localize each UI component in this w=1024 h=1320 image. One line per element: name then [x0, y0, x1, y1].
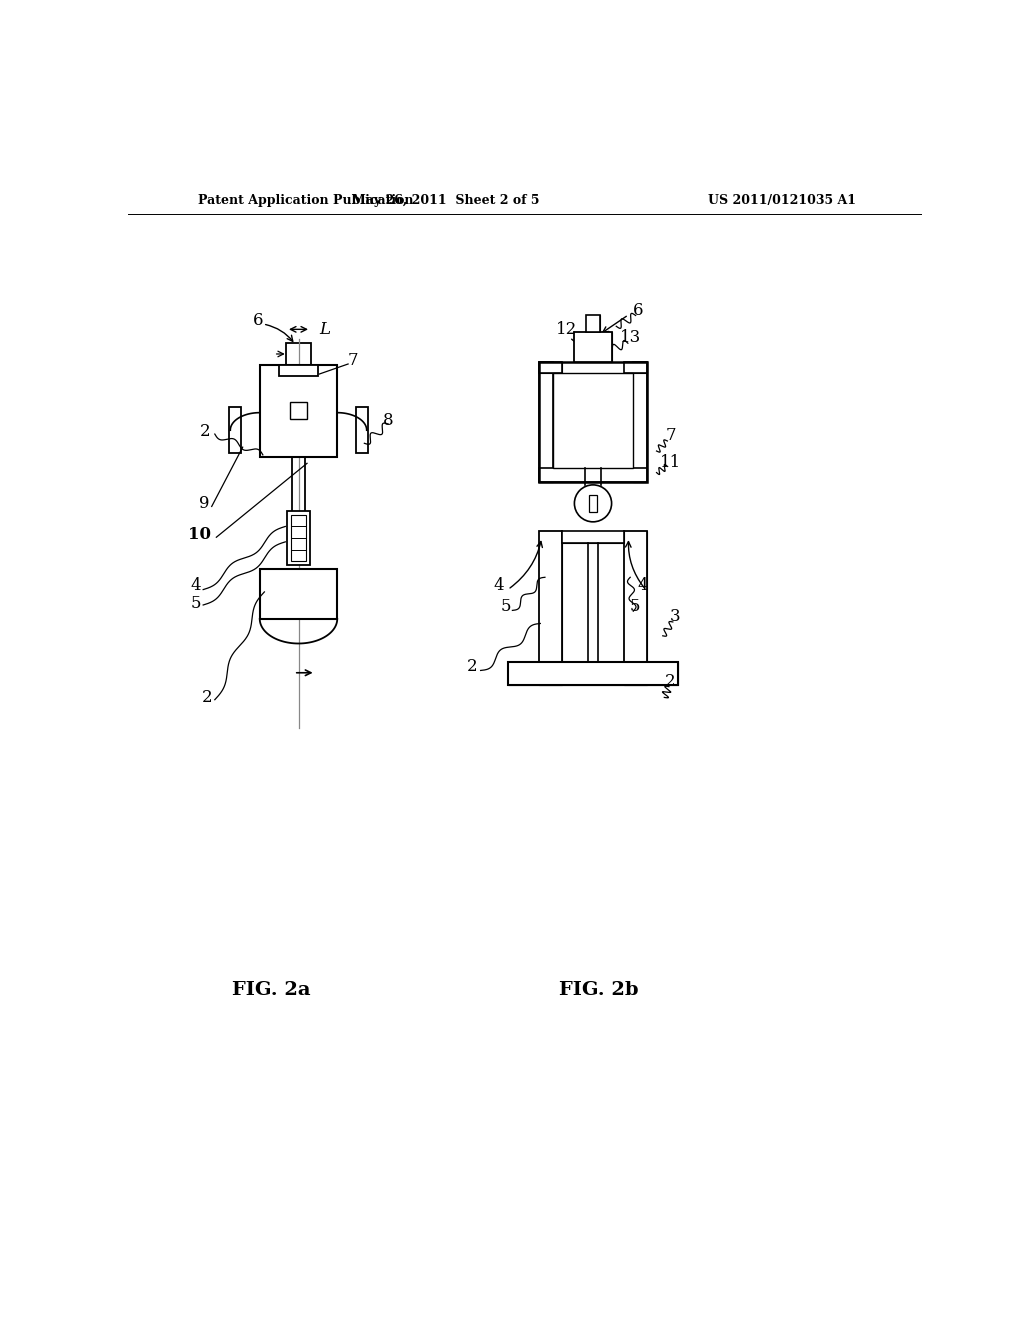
Bar: [624, 531, 647, 685]
Circle shape: [574, 484, 611, 521]
Bar: [539, 363, 562, 374]
Bar: [539, 531, 562, 685]
Text: 5: 5: [500, 598, 511, 615]
Bar: [228, 407, 241, 453]
Text: 13: 13: [620, 329, 641, 346]
Bar: [287, 511, 310, 565]
Text: 4: 4: [637, 577, 648, 594]
Bar: [286, 343, 311, 364]
Bar: [633, 363, 647, 482]
Bar: [539, 469, 647, 482]
Text: 5: 5: [190, 595, 202, 612]
Bar: [539, 469, 647, 482]
Text: 4: 4: [494, 577, 504, 594]
Text: FIG. 2b: FIG. 2b: [559, 981, 639, 999]
Bar: [586, 314, 600, 331]
Bar: [624, 531, 647, 685]
Bar: [553, 374, 633, 469]
Bar: [508, 663, 678, 685]
Text: 10: 10: [187, 525, 211, 543]
Text: 3: 3: [670, 609, 681, 626]
Bar: [589, 495, 597, 512]
Text: 2: 2: [200, 424, 211, 441]
Bar: [562, 531, 624, 544]
Bar: [356, 407, 369, 453]
Bar: [290, 403, 307, 420]
Text: 2: 2: [467, 659, 477, 675]
Bar: [539, 363, 647, 482]
Text: FIG. 2a: FIG. 2a: [232, 981, 310, 999]
Bar: [508, 663, 678, 685]
Text: 12: 12: [556, 321, 578, 338]
Text: 6: 6: [633, 302, 643, 319]
Text: 9: 9: [199, 495, 209, 512]
Text: 8: 8: [383, 412, 393, 429]
Text: 7: 7: [347, 352, 358, 370]
Bar: [633, 363, 647, 482]
Bar: [573, 331, 612, 363]
Bar: [539, 531, 562, 685]
Text: 11: 11: [659, 454, 681, 471]
Text: L: L: [319, 321, 331, 338]
Text: May 26, 2011  Sheet 2 of 5: May 26, 2011 Sheet 2 of 5: [352, 194, 540, 207]
Bar: [586, 314, 600, 331]
Bar: [280, 364, 317, 376]
Text: US 2011/0121035 A1: US 2011/0121035 A1: [709, 194, 856, 207]
Text: Patent Application Publication: Patent Application Publication: [198, 194, 414, 207]
Text: 2: 2: [202, 689, 212, 706]
Bar: [539, 363, 562, 374]
Text: 4: 4: [190, 577, 202, 594]
Bar: [624, 363, 647, 374]
Bar: [539, 363, 553, 482]
Text: 6: 6: [253, 312, 263, 329]
Bar: [291, 515, 306, 561]
Bar: [573, 331, 612, 363]
Bar: [260, 569, 337, 619]
Bar: [260, 364, 337, 457]
Text: 2: 2: [666, 673, 676, 690]
Bar: [624, 363, 647, 374]
Text: 7: 7: [666, 428, 676, 444]
Bar: [562, 531, 624, 544]
Text: 5: 5: [630, 598, 640, 615]
Bar: [539, 363, 553, 482]
